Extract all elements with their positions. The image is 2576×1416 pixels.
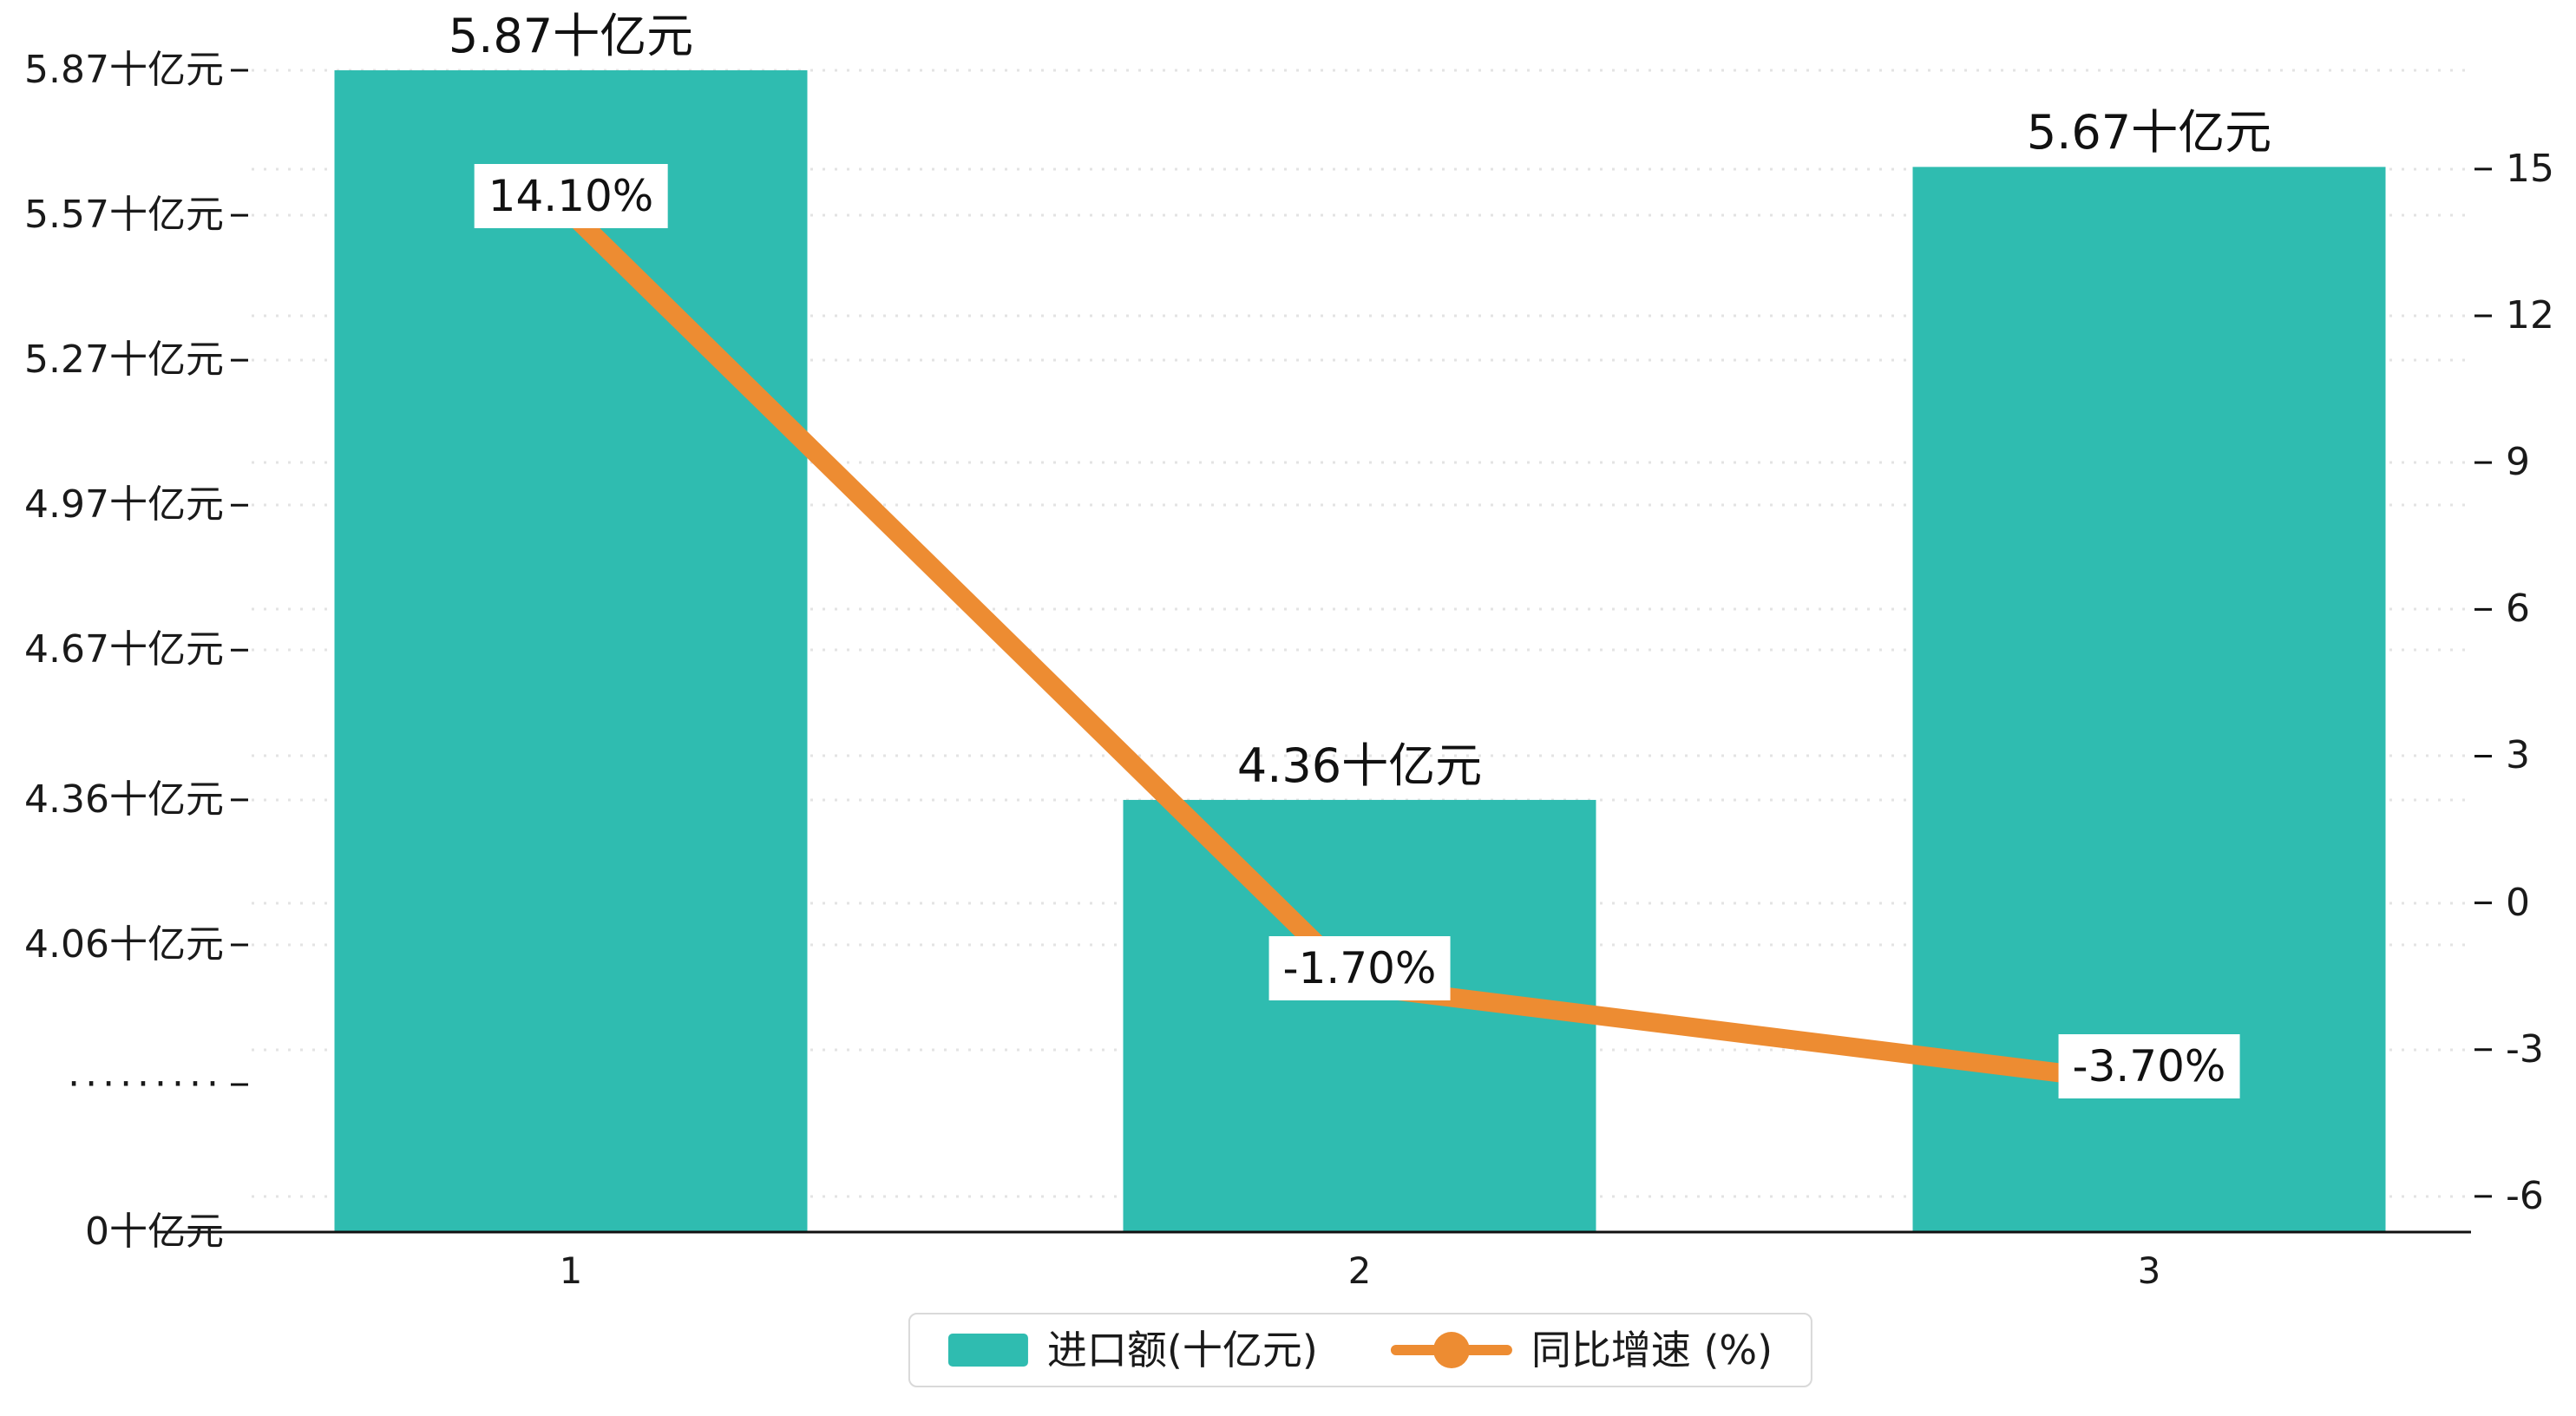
legend-bar-swatch-icon xyxy=(947,1334,1028,1367)
right-tick-label: 6 xyxy=(2506,587,2530,632)
left-tick-label: 5.87十亿元 xyxy=(24,48,224,92)
right-tick-label: 15 xyxy=(2506,146,2554,191)
bar-value-label: 4.36十亿元 xyxy=(1236,738,1483,793)
left-tick-label: 0十亿元 xyxy=(85,1210,224,1254)
right-tick-label: -6 xyxy=(2506,1173,2544,1218)
left-tick-label: 4.97十亿元 xyxy=(24,482,224,528)
legend: 进口额(十亿元) 同比增速 (%) xyxy=(908,1313,1813,1387)
bar-category-1[interactable] xyxy=(334,70,808,1233)
line-value-label: -1.70% xyxy=(1268,936,1451,1001)
legend-item-growth[interactable]: 同比增速 (%) xyxy=(1390,1327,1773,1373)
left-tick-label: 4.36十亿元 xyxy=(24,777,224,822)
line-value-label: -3.70% xyxy=(2058,1034,2240,1099)
bar-value-label: 5.67十亿元 xyxy=(2026,105,2272,161)
right-tick-label: -3 xyxy=(2506,1026,2544,1072)
right-tick-label: 0 xyxy=(2506,880,2530,925)
right-tick-label: 3 xyxy=(2506,733,2530,778)
right-tick-label: 12 xyxy=(2506,293,2554,338)
left-tick-label: 4.06十亿元 xyxy=(24,922,224,967)
left-tick-label: 5.57十亿元 xyxy=(24,193,224,238)
left-tick-label: 4.67十亿元 xyxy=(24,627,224,672)
legend-imports-label: 进口额(十亿元) xyxy=(1046,1327,1318,1373)
bar-value-label: 5.87十亿元 xyxy=(448,9,694,63)
x-category-label: 3 xyxy=(2137,1249,2161,1292)
legend-line-dot-icon xyxy=(1432,1332,1470,1368)
line-value-label: 14.10% xyxy=(474,163,668,228)
x-category-label: 2 xyxy=(1347,1249,1372,1292)
left-axis-break-label: ········· xyxy=(68,1062,224,1106)
legend-line-swatch-icon xyxy=(1390,1330,1512,1370)
left-tick-label: 5.27十亿元 xyxy=(24,338,224,383)
bar-category-2[interactable] xyxy=(1123,799,1596,1232)
legend-growth-label: 同比增速 (%) xyxy=(1531,1327,1773,1373)
legend-item-imports[interactable]: 进口额(十亿元) xyxy=(947,1327,1318,1373)
x-category-label: 1 xyxy=(559,1249,583,1292)
right-tick-label: 9 xyxy=(2506,440,2530,485)
